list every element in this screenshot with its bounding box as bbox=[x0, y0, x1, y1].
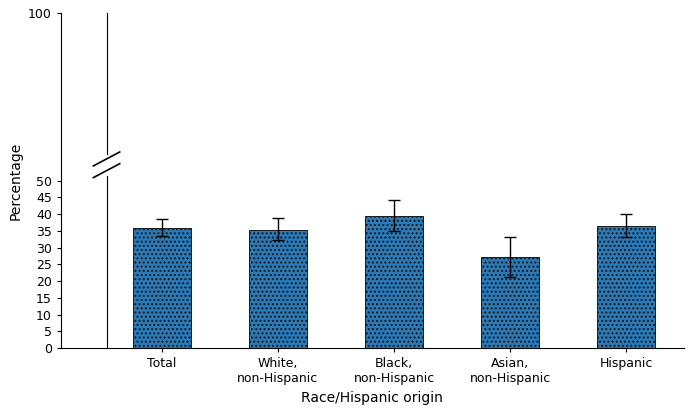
Bar bbox=[597, 225, 655, 348]
Bar bbox=[481, 257, 539, 348]
Bar bbox=[133, 228, 191, 348]
Bar bbox=[365, 216, 423, 348]
Y-axis label: Percentage: Percentage bbox=[8, 142, 22, 220]
X-axis label: Race/Hispanic origin: Race/Hispanic origin bbox=[301, 391, 443, 405]
Bar bbox=[89, 27, 110, 174]
Bar bbox=[249, 230, 307, 348]
